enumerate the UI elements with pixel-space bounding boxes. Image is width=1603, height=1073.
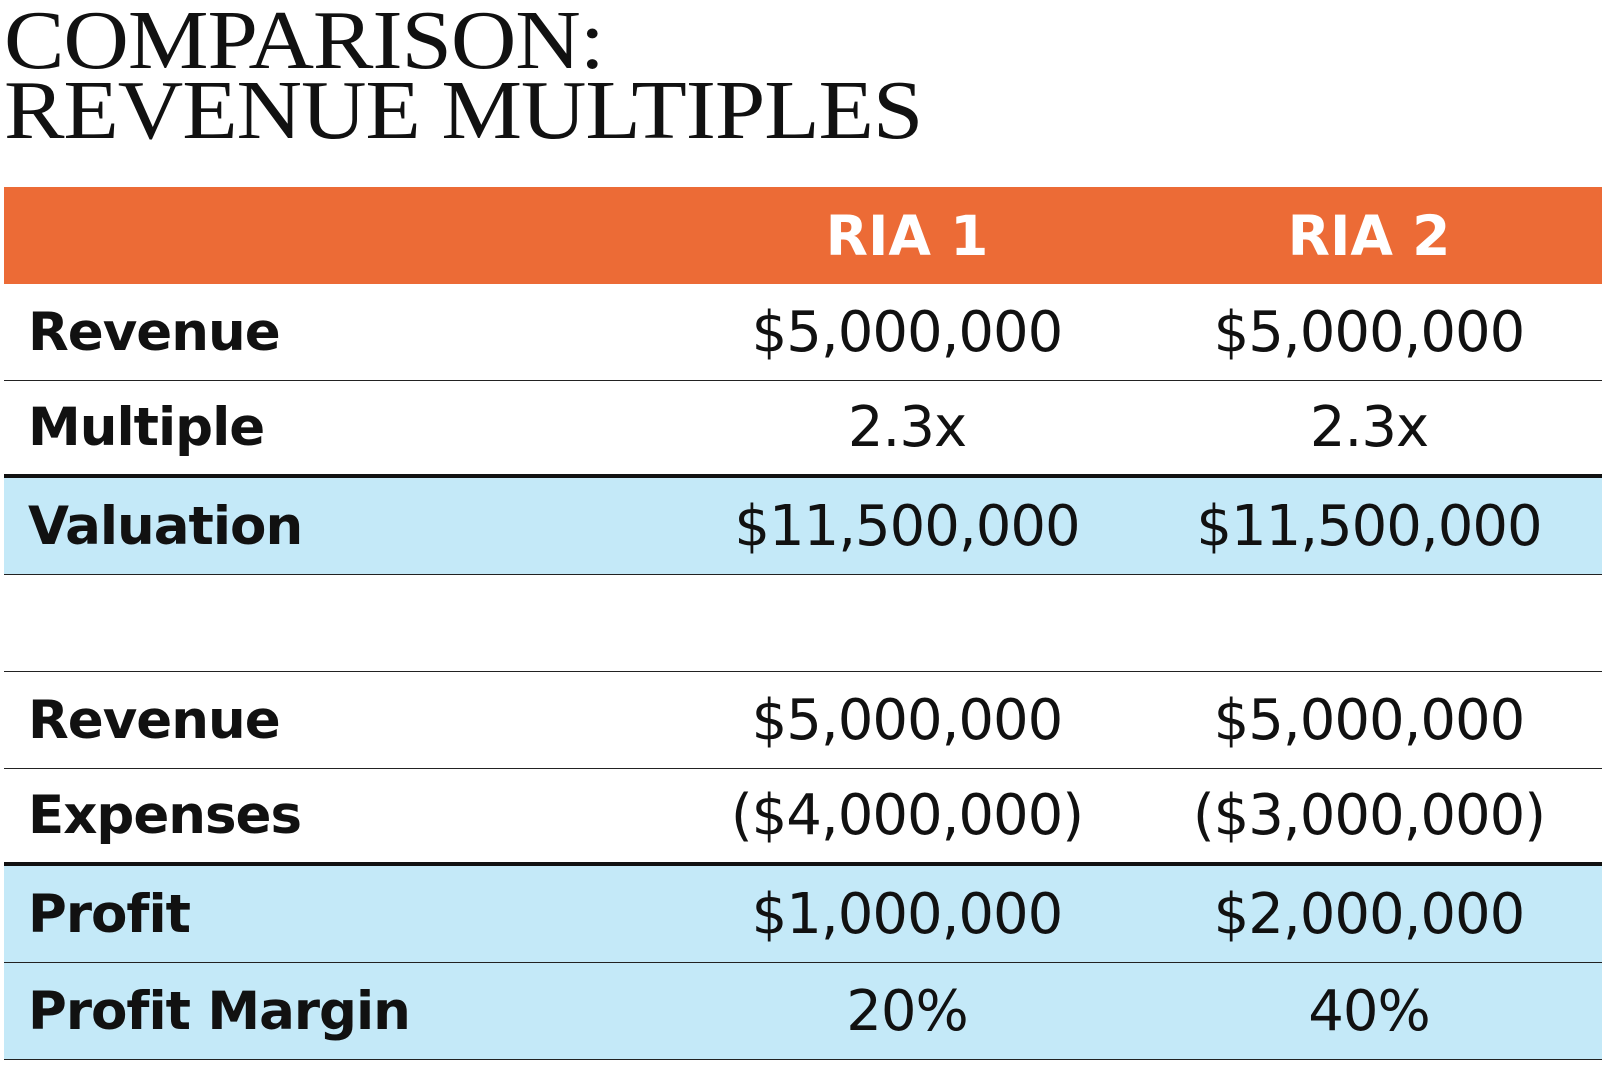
ria-2-value: $5,000,000 [1213, 687, 1526, 753]
row-label: Revenue [28, 301, 281, 363]
title-line-1: COMPARISON: [4, 0, 605, 87]
table-row-valuation: Valuation $11,500,000 $11,500,000 [4, 478, 1602, 575]
ria-1-value: $5,000,000 [751, 687, 1064, 753]
title-line-2: REVENUE MULTIPLES [4, 64, 923, 157]
ria-2-value: $2,000,000 [1213, 881, 1526, 947]
ria-2-value: 2.3x [1309, 395, 1429, 460]
row-label: Expenses [28, 785, 302, 846]
ria-1-value: 2.3x [847, 395, 967, 460]
ria-1-value: ($4,000,000) [730, 783, 1084, 848]
table-row-expenses: Expenses ($4,000,000) ($3,000,000) [4, 769, 1602, 866]
page-title: COMPARISON: REVENUE MULTIPLES [4, 0, 923, 157]
ria-1-value: $1,000,000 [751, 881, 1064, 947]
row-label: Multiple [28, 397, 265, 458]
comparison-table: RIA 1 RIA 2 Revenue $5,000,000 $5,000,00… [4, 187, 1602, 1060]
row-label: Profit [28, 883, 191, 945]
table-row-profit: Profit $1,000,000 $2,000,000 [4, 866, 1602, 963]
ria-1-value: $11,500,000 [734, 493, 1080, 559]
table-header-row: RIA 1 RIA 2 [4, 187, 1602, 284]
table-row-revenue: Revenue $5,000,000 $5,000,000 [4, 284, 1602, 381]
row-label: Profit Margin [28, 980, 411, 1042]
ria-2-value: $5,000,000 [1213, 299, 1526, 365]
ria-2-value: $11,500,000 [1196, 493, 1542, 559]
column-header-ria-2: RIA 2 [1287, 203, 1451, 268]
ria-1-value: $5,000,000 [751, 299, 1064, 365]
table-row-revenue-2: Revenue $5,000,000 $5,000,000 [4, 672, 1602, 769]
table-row-multiple: Multiple 2.3x 2.3x [4, 381, 1602, 478]
table-row-profit-margin: Profit Margin 20% 40% [4, 963, 1602, 1060]
column-header-ria-1: RIA 1 [825, 203, 989, 268]
row-label: Valuation [28, 495, 303, 557]
ria-2-value: 40% [1308, 978, 1430, 1044]
table-spacer [4, 575, 1602, 672]
ria-1-value: 20% [846, 978, 968, 1044]
ria-2-value: ($3,000,000) [1192, 783, 1546, 848]
row-label: Revenue [28, 689, 281, 751]
